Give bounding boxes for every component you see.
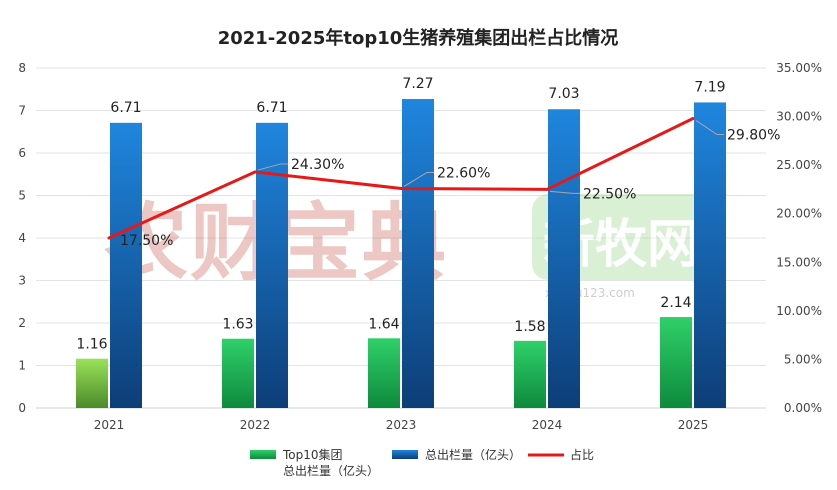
legend-label-total: 总出栏量（亿头）: [425, 447, 521, 462]
y-right-tick-label: 25.00%: [776, 158, 822, 172]
x-tick-label: 2021: [94, 418, 125, 432]
bar-top10-label: 2.14: [660, 295, 691, 311]
x-tick-label: 2024: [532, 418, 563, 432]
bar-top10-label: 1.58: [514, 319, 545, 335]
y-left-tick-label: 0: [18, 401, 26, 415]
gridlines: [36, 67, 766, 366]
y-right-tick-label: 15.00%: [776, 255, 822, 269]
y-left-tick-label: 8: [18, 61, 26, 75]
chart-title: 2021-2025年top10生猪养殖集团出栏占比情况: [218, 27, 619, 49]
y-right-axis: 0.00% 5.00% 10.00% 15.00% 20.00% 25.00% 30.00%…: [776, 61, 822, 415]
bar-top10: [368, 338, 400, 408]
y-right-tick-label: 0.00%: [784, 401, 822, 415]
y-left-axis: 0 1 2 3 4 5 6 7 8: [18, 61, 26, 415]
ratio-label: 22.50%: [583, 186, 636, 202]
legend-label-top10-line1: Top10集团: [282, 447, 343, 462]
y-left-tick-label: 2: [18, 316, 26, 330]
y-right-tick-label: 30.00%: [776, 110, 822, 124]
leader-line: [257, 163, 288, 171]
ratio-point: [545, 187, 549, 191]
leader-line: [695, 120, 724, 136]
bar-total-label: 6.71: [256, 100, 287, 116]
x-tick-label: 2022: [240, 418, 271, 432]
ratio-labels: 17.50% 24.30% 22.60% 22.50% 29.80%: [120, 128, 780, 249]
y-right-tick-label: 5.00%: [784, 352, 822, 366]
x-tick-label: 2023: [386, 418, 417, 432]
bar-top10: [222, 338, 254, 408]
ratio-point: [253, 170, 257, 174]
ratio-point: [691, 117, 695, 121]
legend-label-ratio: 占比: [570, 447, 594, 462]
bar-total-label: 7.27: [402, 76, 433, 92]
bar-total-label: 7.19: [694, 79, 725, 95]
y-right-tick-label: 10.00%: [776, 304, 822, 318]
bar-total-label: 6.71: [110, 100, 141, 116]
ratio-label: 22.60%: [437, 165, 490, 181]
x-axis: 2021 2022 2023 2024 2025: [94, 418, 709, 432]
legend-label-top10-line2: 总出栏量（亿头）: [283, 463, 379, 478]
leader-line: [549, 190, 580, 194]
leader-line: [403, 171, 434, 187]
legend: Top10集团 总出栏量（亿头） 总出栏量（亿头） 占比: [250, 447, 594, 478]
bar-total: [256, 122, 288, 408]
bar-labels: 1.16 6.71 1.63 6.71 1.64 7.27 1.58 7.03 2.14 7.19: [76, 76, 725, 353]
bars: [76, 99, 726, 409]
bar-total: [548, 109, 580, 408]
bar-top10-label: 1.16: [76, 337, 107, 353]
bar-top10-label: 1.63: [222, 317, 253, 333]
bar-top10-label: 1.64: [368, 316, 399, 332]
ratio-label: 29.80%: [727, 128, 780, 144]
ratio-label: 17.50%: [120, 233, 173, 249]
bar-top10: [514, 340, 546, 408]
x-tick-label: 2025: [678, 418, 709, 432]
y-left-tick-label: 7: [18, 104, 26, 118]
y-left-tick-label: 1: [18, 359, 26, 373]
y-left-tick-label: 6: [18, 146, 26, 160]
legend-swatch-top10: [250, 450, 276, 459]
y-left-tick-label: 3: [18, 274, 26, 288]
bar-total: [694, 102, 726, 409]
bar-top10: [76, 358, 108, 408]
y-left-tick-label: 5: [18, 189, 26, 203]
y-right-tick-label: 35.00%: [776, 61, 822, 75]
leader-lines: [257, 120, 724, 194]
legend-swatch-total: [392, 450, 418, 459]
bar-total-label: 7.03: [548, 86, 579, 102]
bar-total: [110, 122, 142, 408]
ratio-point: [107, 236, 111, 240]
y-left-tick-label: 4: [18, 231, 26, 245]
ratio-line-series: [107, 117, 695, 240]
y-right-tick-label: 20.00%: [776, 207, 822, 221]
bar-total: [402, 99, 434, 409]
ratio-label: 24.30%: [291, 157, 344, 173]
bar-top10: [660, 317, 692, 408]
ratio-point: [399, 186, 403, 190]
